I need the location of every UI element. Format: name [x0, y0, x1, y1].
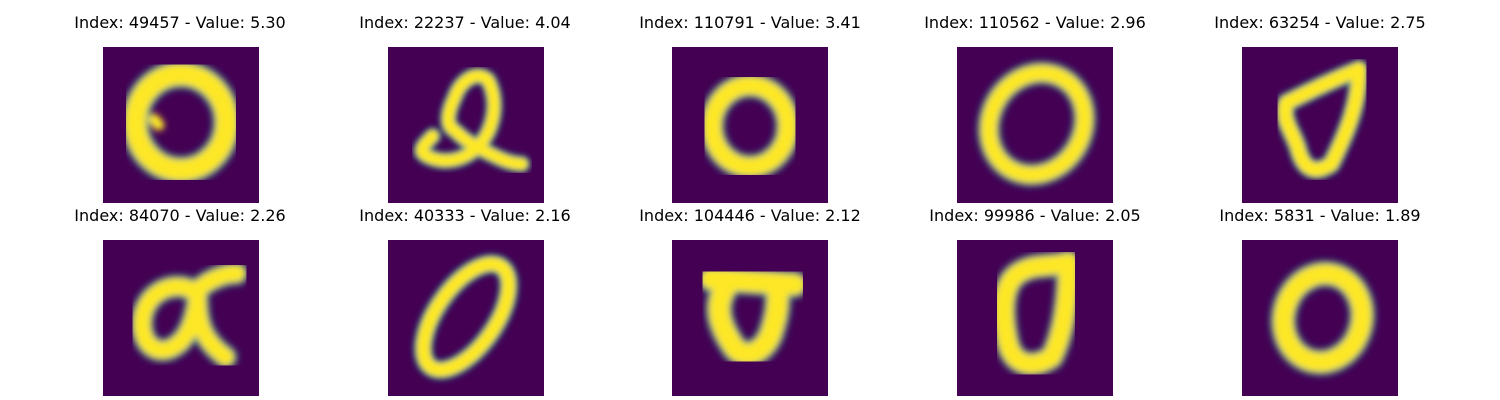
digit-image	[1242, 47, 1398, 203]
digit-image	[957, 240, 1113, 396]
panel-8: Index: 104446 - Value: 2.12	[600, 203, 900, 396]
digit-image	[388, 240, 544, 396]
digit-image	[103, 47, 259, 203]
digit-image	[957, 47, 1113, 203]
digit-image	[672, 240, 828, 396]
panel-2: Index: 22237 - Value: 4.04	[315, 10, 615, 203]
digit-image	[1242, 240, 1398, 396]
panel-title: Index: 40333 - Value: 2.16	[359, 206, 571, 225]
panel-3: Index: 110791 - Value: 3.41	[600, 10, 900, 203]
panel-7: Index: 40333 - Value: 2.16	[315, 203, 615, 396]
panel-10: Index: 5831 - Value: 1.89	[1170, 203, 1470, 396]
panel-1: Index: 49457 - Value: 5.30	[30, 10, 330, 203]
panel-title: Index: 99986 - Value: 2.05	[929, 206, 1141, 225]
panel-title: Index: 22237 - Value: 4.04	[359, 13, 571, 32]
panel-title: Index: 110562 - Value: 2.96	[924, 13, 1146, 32]
panel-title: Index: 49457 - Value: 5.30	[74, 13, 286, 32]
panel-title: Index: 84070 - Value: 2.26	[74, 206, 286, 225]
panel-title: Index: 5831 - Value: 1.89	[1219, 206, 1421, 225]
panel-title: Index: 104446 - Value: 2.12	[639, 206, 861, 225]
digit-image	[103, 240, 259, 396]
panel-9: Index: 99986 - Value: 2.05	[885, 203, 1185, 396]
panel-5: Index: 63254 - Value: 2.75	[1170, 10, 1470, 203]
panel-6: Index: 84070 - Value: 2.26	[30, 203, 330, 396]
panel-title: Index: 110791 - Value: 3.41	[639, 13, 861, 32]
digit-image	[388, 47, 544, 203]
panel-4: Index: 110562 - Value: 2.96	[885, 10, 1185, 203]
panel-title: Index: 63254 - Value: 2.75	[1214, 13, 1426, 32]
digit-image	[672, 47, 828, 203]
